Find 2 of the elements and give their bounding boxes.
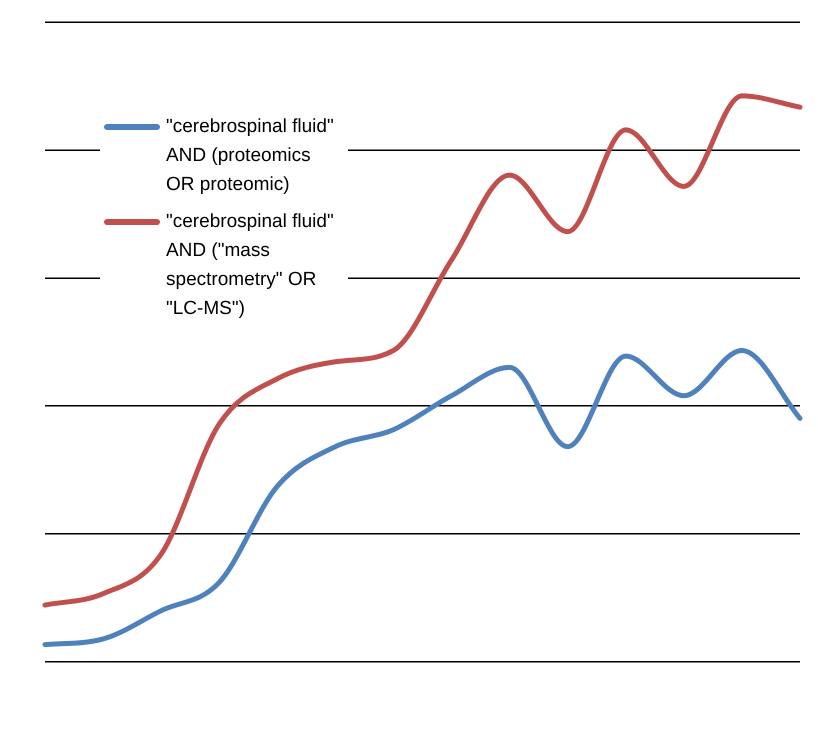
legend-label: "cerebrospinal fluid" AND (proteomics OR proteomic) — [166, 115, 335, 197]
legend-label: "cerebrospinal fluid" AND ("mass spectrometry" OR "LC-MS") — [166, 210, 335, 321]
